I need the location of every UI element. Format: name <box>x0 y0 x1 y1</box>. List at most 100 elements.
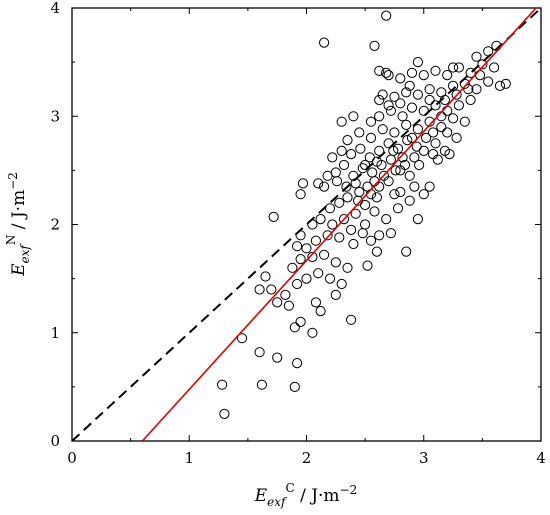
data-point <box>360 199 371 211</box>
data-point <box>346 149 357 160</box>
data-point <box>342 262 353 273</box>
data-point <box>324 273 336 284</box>
data-point <box>418 145 429 156</box>
data-point <box>292 278 303 290</box>
data-point <box>381 67 392 79</box>
data-point <box>377 124 388 135</box>
data-point <box>418 189 429 200</box>
data-point <box>295 189 306 200</box>
data-point <box>374 65 385 76</box>
data-point <box>401 87 412 98</box>
data-point <box>389 91 400 102</box>
data-point <box>392 203 404 214</box>
data-point <box>406 67 418 79</box>
y-tick-label: 2 <box>50 216 60 234</box>
data-point <box>357 228 368 239</box>
data-point <box>421 132 432 143</box>
x-axis-label: EexfC / J·m−2 <box>254 481 358 509</box>
data-point <box>360 219 371 230</box>
data-point <box>397 152 408 163</box>
data-point <box>336 145 347 156</box>
data-point <box>381 214 392 225</box>
data-point <box>354 127 365 138</box>
data-point <box>448 62 459 73</box>
data-point <box>307 327 318 338</box>
data-point <box>404 195 415 206</box>
data-point <box>453 100 464 111</box>
data-point <box>256 379 267 390</box>
data-point <box>348 111 359 122</box>
data-point <box>385 154 396 165</box>
data-point <box>483 76 494 87</box>
data-point <box>362 260 373 271</box>
data-point <box>404 80 415 92</box>
data-point <box>367 167 378 178</box>
data-point <box>430 138 441 149</box>
data-point <box>412 214 423 225</box>
data-point <box>315 306 326 317</box>
data-point <box>297 178 309 189</box>
data-point <box>268 211 279 222</box>
data-points <box>217 10 511 419</box>
data-point <box>395 98 406 109</box>
data-point <box>260 271 271 282</box>
data-point <box>500 78 511 89</box>
data-point <box>465 67 476 79</box>
data-point <box>459 116 470 127</box>
data-point <box>362 181 373 192</box>
data-point <box>348 238 359 250</box>
y-tick-label: 0 <box>50 432 60 450</box>
data-point <box>272 352 283 363</box>
data-point <box>388 145 399 156</box>
data-point <box>289 381 300 392</box>
data-point <box>289 322 300 333</box>
data-point <box>489 62 500 73</box>
data-point <box>401 246 412 257</box>
data-point <box>301 273 312 284</box>
data-point <box>451 89 462 100</box>
data-point <box>295 254 306 265</box>
data-point <box>254 347 265 358</box>
y-axis-label: EexfN / J·m−2 <box>4 172 32 277</box>
data-point <box>301 243 312 254</box>
data-point <box>365 116 377 127</box>
data-point <box>465 94 476 106</box>
data-point <box>327 152 338 163</box>
data-point <box>477 59 488 70</box>
data-point <box>330 289 341 300</box>
data-point <box>319 37 330 48</box>
data-point <box>442 70 453 81</box>
data-point <box>365 132 377 143</box>
data-point <box>322 170 333 181</box>
data-point <box>412 124 423 135</box>
reference-lines <box>72 8 541 441</box>
data-point <box>451 132 462 143</box>
data-point <box>409 181 420 192</box>
data-point <box>409 152 420 163</box>
data-point <box>374 111 385 122</box>
data-point <box>430 65 441 76</box>
identity-line <box>72 8 541 441</box>
data-point <box>219 408 230 419</box>
data-point <box>353 195 364 206</box>
x-tick-label: 0 <box>67 449 77 467</box>
data-point <box>412 89 423 100</box>
data-point <box>331 176 343 187</box>
data-point <box>399 159 411 171</box>
data-point <box>369 206 380 217</box>
data-point <box>430 100 441 111</box>
data-point <box>385 105 396 116</box>
data-point <box>292 358 303 369</box>
axis-ticks: 0 1 2 3 4 0 1 2 3 4 <box>50 0 545 467</box>
data-point <box>404 170 415 181</box>
data-point <box>424 94 435 106</box>
data-point <box>453 62 464 73</box>
data-point <box>424 181 435 192</box>
data-point <box>448 113 459 124</box>
data-point <box>406 102 418 113</box>
data-point <box>442 127 453 138</box>
data-point <box>354 186 365 198</box>
data-point <box>381 10 392 21</box>
data-point <box>319 181 330 192</box>
data-point <box>371 192 382 203</box>
